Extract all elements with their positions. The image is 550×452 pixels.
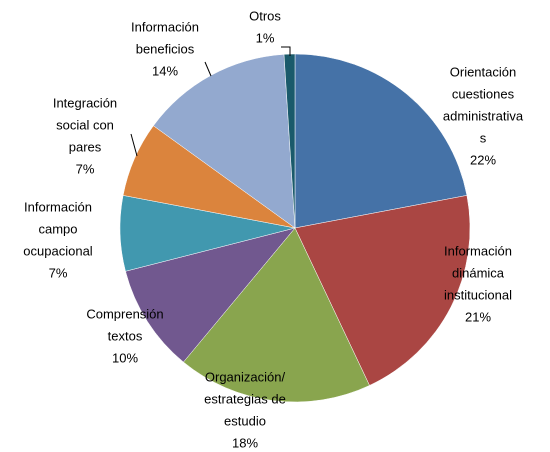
slice-label: dinámica (452, 265, 505, 280)
slice-label: ocupacional (23, 243, 92, 258)
pie-slice (183, 227, 370, 403)
value-label: 7% (49, 265, 68, 280)
slice-label: Orientación (450, 64, 516, 79)
leader-lines (130, 46, 291, 157)
slice-label: Organización/ (205, 369, 286, 384)
slice-label: Información (444, 243, 512, 258)
slice-label: Integración (53, 95, 117, 110)
pie (119, 53, 471, 403)
value-label: 18% (232, 435, 258, 450)
slice-label: Otros (249, 8, 281, 23)
slice-label: s (480, 130, 487, 145)
slice-label: pares (69, 139, 102, 154)
pie-slice (294, 195, 471, 386)
value-label: 10% (112, 350, 138, 365)
leader-line (281, 46, 291, 56)
slice-label: estrategias de (204, 391, 286, 406)
slice-label: Información (24, 199, 92, 214)
value-label: 14% (152, 63, 178, 78)
slice-label: institucional (444, 287, 512, 302)
leader-line (204, 61, 212, 77)
value-label: 22% (470, 152, 496, 167)
leader-line (130, 133, 138, 157)
slice-label: beneficios (136, 41, 195, 56)
labels: Orientación cuestiones administrativa s 22% I… (23, 8, 524, 450)
value-label: 1% (256, 30, 275, 45)
slice-label: estudio (224, 413, 266, 428)
slice-label: Información (131, 19, 199, 34)
value-label: 21% (465, 309, 491, 324)
slice-label: textos (108, 328, 143, 343)
value-label: 7% (76, 161, 95, 176)
slice-label: social con (56, 117, 114, 132)
slice-label: Comprensión (86, 306, 163, 321)
pie-slice (294, 53, 468, 229)
slice-label: cuestiones (452, 86, 515, 101)
slice-label: campo (38, 221, 77, 236)
slice-label: administrativa (443, 108, 524, 123)
pie-slice (125, 227, 296, 363)
